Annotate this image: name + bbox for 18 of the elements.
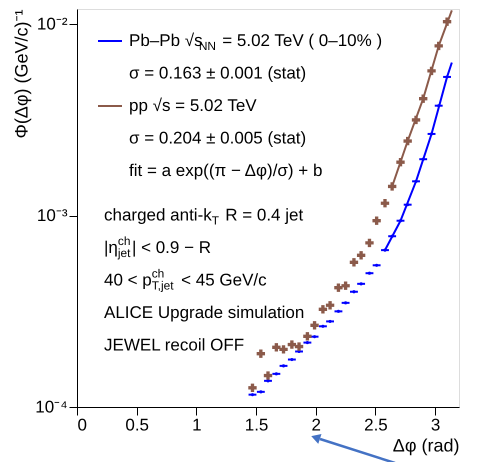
x-tick-label: 1 <box>192 416 202 434</box>
x-axis-title: Δφ (rad) <box>392 436 460 456</box>
x-tick-label: 0 <box>78 416 87 434</box>
y-tick-label: 10⁻² <box>36 14 68 34</box>
x-tick-label: 2 <box>312 416 321 434</box>
y-axis-title: Φ(Δφ) (GeV/c)⁻¹ <box>11 9 32 139</box>
annotation: σ = 0.163 ± 0.001 (stat) <box>129 64 306 82</box>
annotation: σ = 0.204 ± 0.005 (stat) <box>129 128 306 148</box>
x-tick-label: 1.5 <box>244 416 268 434</box>
legend-label: pp √s = 5.02 TeV <box>129 96 258 115</box>
annotation: fit = a exp((π − Δφ)/σ) + b <box>129 161 322 180</box>
x-tick-label: 3 <box>430 416 440 434</box>
x-tick-label: 0.5 <box>125 416 150 434</box>
y-tick-label: 10⁻³ <box>36 206 68 226</box>
annotation: JEWEL recoil OFF <box>104 336 244 354</box>
y-tick-label: 10⁻⁴ <box>35 398 68 416</box>
annotation: ALICE Upgrade simulation <box>104 303 304 322</box>
x-tick-label: 2.5 <box>364 416 388 434</box>
